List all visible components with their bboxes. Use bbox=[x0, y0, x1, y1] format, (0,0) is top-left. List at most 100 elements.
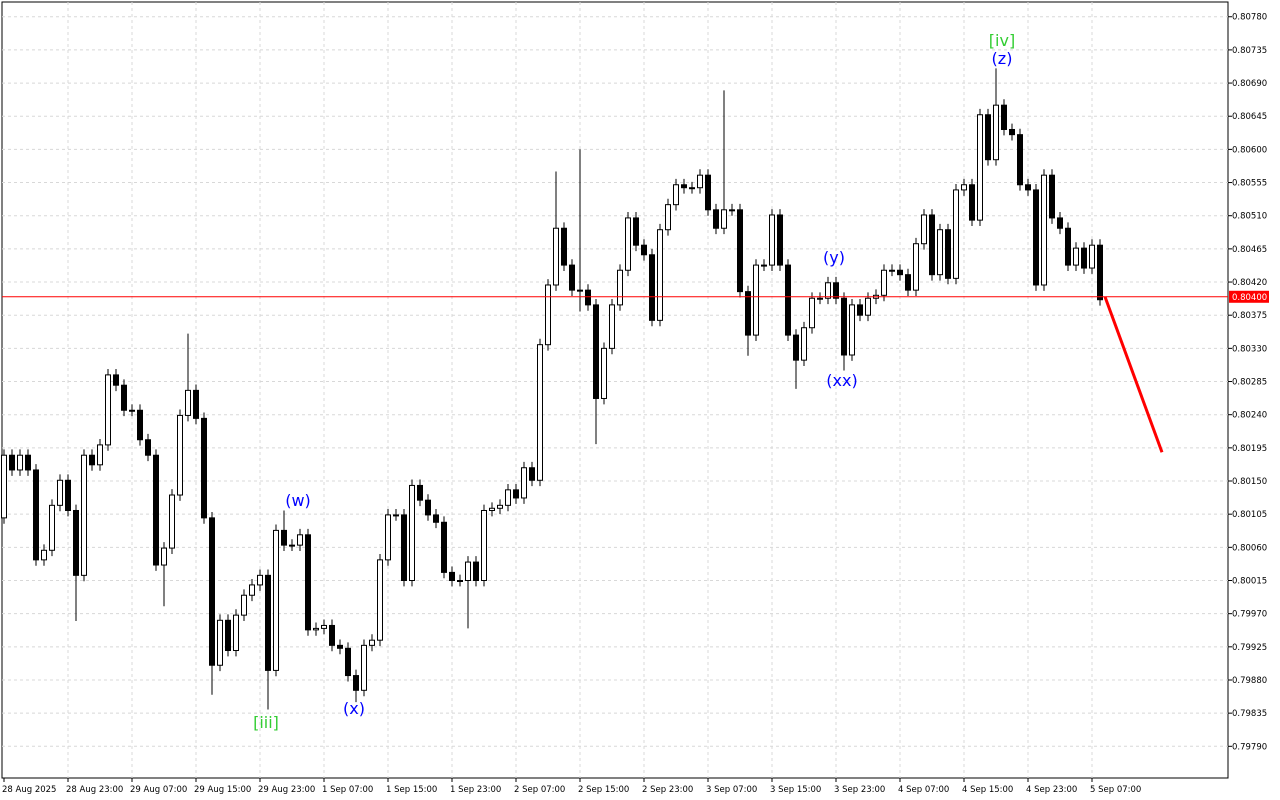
candle-body bbox=[857, 304, 863, 316]
candle-body bbox=[577, 289, 583, 292]
candle-body bbox=[433, 514, 439, 523]
candle-body bbox=[193, 389, 199, 419]
candle-body bbox=[905, 274, 911, 291]
candle-body bbox=[689, 187, 695, 190]
candle-body bbox=[945, 229, 951, 279]
x-tick-label: 1 Sep 15:00 bbox=[386, 785, 437, 795]
candle-body bbox=[833, 282, 839, 299]
y-tick-label: 0.80285 bbox=[1232, 378, 1267, 388]
price-label: 0.80400 bbox=[1232, 293, 1267, 303]
x-tick-label: 3 Sep 15:00 bbox=[770, 785, 821, 795]
y-tick-label: 0.80735 bbox=[1232, 46, 1267, 56]
y-tick-label: 0.80600 bbox=[1232, 145, 1267, 155]
wave-label: (y) bbox=[823, 248, 845, 267]
candle-body bbox=[329, 624, 335, 646]
candle-body bbox=[505, 489, 511, 506]
plot-frame bbox=[1, 1, 1229, 779]
candle-body bbox=[41, 549, 47, 561]
candle-body bbox=[1049, 174, 1055, 219]
candle-body bbox=[313, 627, 319, 631]
candle-body bbox=[825, 282, 831, 299]
candle-body bbox=[537, 344, 543, 481]
candle-body bbox=[617, 269, 623, 306]
candle-body bbox=[1017, 134, 1023, 186]
x-tick-label: 5 Sep 07:00 bbox=[1090, 785, 1141, 795]
candle-body bbox=[801, 327, 807, 361]
candle-body bbox=[121, 384, 127, 411]
candle-body bbox=[497, 504, 503, 509]
candle-body bbox=[217, 619, 223, 666]
y-tick-label: 0.80195 bbox=[1232, 444, 1267, 454]
y-tick-label: 0.79970 bbox=[1232, 610, 1267, 620]
candle-body bbox=[417, 484, 423, 501]
y-tick-label: 0.80105 bbox=[1232, 510, 1267, 520]
candle-body bbox=[409, 484, 415, 581]
x-tick-label: 4 Sep 15:00 bbox=[962, 785, 1013, 795]
candle-body bbox=[625, 217, 631, 271]
candle-body bbox=[1041, 174, 1047, 286]
y-tick-label: 0.80690 bbox=[1232, 79, 1267, 89]
candle-body bbox=[961, 184, 967, 191]
candle-body bbox=[265, 574, 271, 671]
x-tick-label: 28 Aug 2025 bbox=[2, 785, 56, 795]
candle-body bbox=[25, 454, 31, 471]
candle-body bbox=[681, 184, 687, 189]
candle-body bbox=[953, 189, 959, 279]
candle-body bbox=[249, 584, 255, 596]
candle-body bbox=[377, 559, 383, 641]
candle-body bbox=[361, 644, 367, 691]
candle-body bbox=[257, 574, 263, 586]
candle-body bbox=[489, 507, 495, 511]
candle-body bbox=[1, 454, 7, 519]
candle-body bbox=[649, 254, 655, 321]
candle-body bbox=[849, 304, 855, 356]
candle-body bbox=[241, 594, 247, 616]
candle-body bbox=[185, 389, 191, 416]
candle-body bbox=[585, 289, 591, 306]
y-tick-label: 0.80420 bbox=[1232, 278, 1267, 288]
candle-body bbox=[785, 264, 791, 336]
candle-body bbox=[969, 184, 975, 221]
wave-label: (x) bbox=[343, 699, 365, 718]
candle-body bbox=[521, 467, 527, 499]
candle-body bbox=[17, 454, 23, 471]
candle-body bbox=[233, 614, 239, 652]
y-tick-label: 0.80465 bbox=[1232, 245, 1267, 255]
candle-body bbox=[457, 579, 463, 582]
x-tick-label: 2 Sep 15:00 bbox=[578, 785, 629, 795]
candle-body bbox=[289, 544, 295, 547]
candle-body bbox=[481, 509, 487, 581]
candle-body bbox=[73, 509, 79, 576]
candle-body bbox=[513, 489, 519, 499]
candle-body bbox=[1033, 189, 1039, 286]
candle-body bbox=[297, 534, 303, 546]
candle-body bbox=[889, 269, 895, 272]
candle-body bbox=[321, 624, 327, 629]
candle-body bbox=[777, 214, 783, 266]
wave-label: (xx) bbox=[826, 371, 857, 390]
candle-body bbox=[721, 209, 727, 229]
candle-body bbox=[161, 547, 167, 566]
candle-body bbox=[529, 467, 535, 481]
candle-body bbox=[705, 174, 711, 211]
candle-body bbox=[753, 264, 759, 336]
candle-body bbox=[713, 209, 719, 229]
x-tick-label: 3 Sep 23:00 bbox=[834, 785, 885, 795]
candle-body bbox=[841, 297, 847, 356]
candle-body bbox=[937, 229, 943, 276]
candle-body bbox=[897, 269, 903, 276]
candle-body bbox=[105, 374, 111, 446]
candle-body bbox=[1073, 247, 1079, 266]
candle-body bbox=[337, 644, 343, 649]
candle-body bbox=[89, 454, 95, 466]
candle-body bbox=[97, 444, 103, 466]
candle-body bbox=[273, 529, 279, 671]
candle-body bbox=[473, 561, 479, 581]
y-tick-label: 0.80645 bbox=[1232, 112, 1267, 122]
wave-label: [iv] bbox=[989, 31, 1015, 50]
candle-body bbox=[593, 304, 599, 399]
y-tick-label: 0.80555 bbox=[1232, 179, 1267, 189]
candle-body bbox=[697, 174, 703, 189]
x-tick-label: 28 Aug 23:00 bbox=[66, 785, 123, 795]
